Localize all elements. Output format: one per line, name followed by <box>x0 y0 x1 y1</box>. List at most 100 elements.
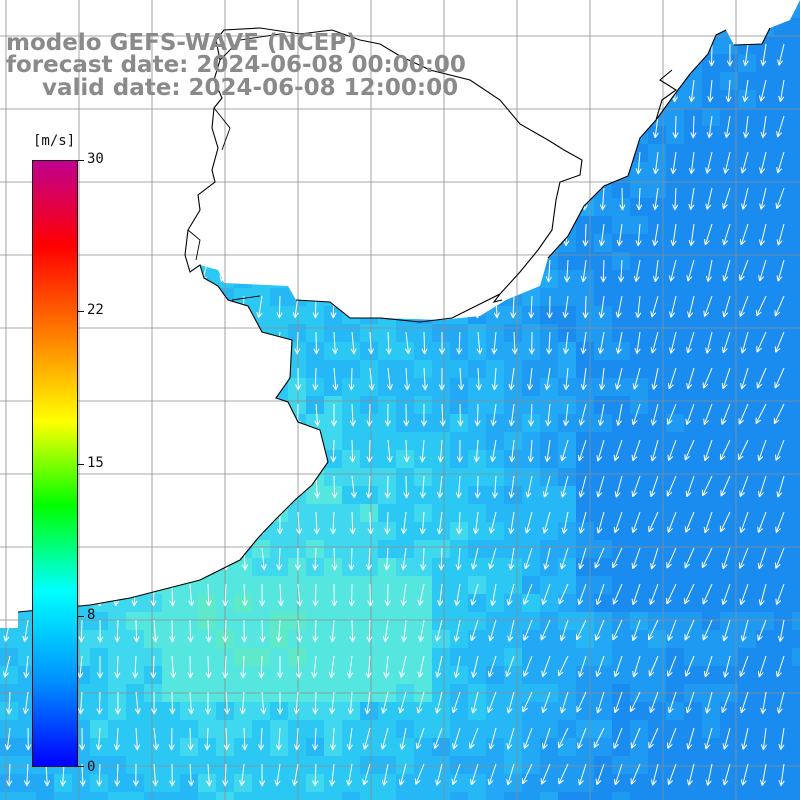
colorbar-tick <box>78 464 84 465</box>
wind-arrow <box>314 403 321 427</box>
wind-arrow <box>704 691 713 714</box>
wind-arrow <box>506 763 515 786</box>
field-cell <box>360 774 379 793</box>
field-cell <box>144 774 163 793</box>
field-cell <box>36 792 55 800</box>
field-cell <box>396 324 415 343</box>
wind-arrow <box>295 367 302 391</box>
wind-arrow <box>382 619 389 643</box>
field-cell <box>792 324 800 343</box>
field-cell <box>630 378 649 397</box>
wind-arrow <box>666 475 677 497</box>
wind-arrow <box>613 439 623 462</box>
wind-arrow <box>469 727 479 749</box>
field-cell <box>738 738 757 757</box>
field-cell <box>558 702 577 721</box>
wind-arrow <box>205 583 212 607</box>
field-cell <box>720 54 739 73</box>
wind-arrow <box>23 763 31 787</box>
field-cell <box>792 252 800 271</box>
wind-arrow <box>347 691 354 715</box>
field-cell <box>756 792 775 800</box>
wind-arrow <box>652 151 659 175</box>
wind-arrow <box>652 259 659 283</box>
wind-arrow <box>703 223 713 246</box>
field-cell <box>198 720 217 739</box>
country-border <box>187 33 281 301</box>
field-cell <box>666 306 685 325</box>
wind-arrow <box>259 583 266 607</box>
wind-arrow <box>386 439 393 463</box>
wind-arrow <box>562 331 570 355</box>
wind-arrow <box>541 727 551 750</box>
field-cell <box>702 378 721 397</box>
field-cell <box>378 774 397 793</box>
wind-arrow <box>399 727 407 750</box>
field-cell <box>648 738 667 757</box>
field-cell <box>414 486 433 505</box>
wind-arrow <box>758 259 767 282</box>
wind-arrow <box>349 439 356 463</box>
wind-arrow <box>312 619 319 643</box>
field-cell <box>486 360 505 379</box>
field-cell <box>702 198 721 217</box>
wind-arrow <box>505 655 515 678</box>
field-cell <box>486 630 505 649</box>
wind-arrow <box>578 403 587 426</box>
wind-arrow <box>399 655 407 678</box>
field-cell <box>630 666 649 685</box>
wind-arrow <box>114 619 121 643</box>
valid-date: valid date: 2024-06-08 12:00:00 <box>42 75 459 101</box>
wind-arrow <box>576 691 587 713</box>
field-cell <box>324 540 343 559</box>
wind-arrow <box>575 619 587 641</box>
field-cell <box>774 720 793 739</box>
field-cell <box>90 612 109 631</box>
wind-arrow <box>438 331 446 355</box>
wind-arrow <box>544 367 551 391</box>
wind-arrow <box>613 511 623 534</box>
wind-arrow <box>634 331 641 355</box>
model-title: modelo GEFS-WAVE (NCEP) <box>6 30 357 56</box>
field-cell <box>288 756 307 775</box>
wind-arrow <box>721 691 731 713</box>
field-cell <box>540 324 559 343</box>
wind-arrow <box>635 295 642 319</box>
field-cell <box>180 702 199 721</box>
field-cell <box>288 774 307 793</box>
wind-arrow <box>439 403 446 427</box>
field-cell <box>396 702 415 721</box>
wind-arrow <box>451 763 461 786</box>
field-cell <box>486 324 505 343</box>
field-cell <box>738 162 757 181</box>
field-cell <box>666 162 685 181</box>
field-cell <box>630 774 649 793</box>
wind-arrow <box>349 403 356 427</box>
wind-arrow <box>224 691 231 715</box>
wind-arrow <box>666 727 677 749</box>
wind-arrow <box>546 295 553 319</box>
field-cell <box>450 792 469 800</box>
wind-arrow <box>151 691 158 715</box>
field-cell <box>558 288 577 307</box>
field-cell <box>432 450 451 469</box>
field-cell <box>756 774 775 793</box>
field-cell <box>468 630 487 649</box>
wind-arrow <box>684 619 695 641</box>
field-cell <box>90 792 109 800</box>
wind-arrow <box>365 475 372 499</box>
field-cell <box>306 612 325 631</box>
field-cell <box>450 396 469 415</box>
wind-arrow <box>275 727 282 751</box>
wind-arrow <box>258 655 265 679</box>
field-cell <box>486 576 505 595</box>
wind-arrow <box>706 115 713 139</box>
wind-arrow <box>685 691 695 714</box>
wind-arrow <box>705 259 713 282</box>
wind-arrow <box>650 439 659 462</box>
field-cell <box>342 792 361 800</box>
wind-arrow <box>312 691 319 715</box>
field-cell <box>252 720 271 739</box>
wind-arrow <box>508 547 515 571</box>
field-cell <box>486 432 505 451</box>
